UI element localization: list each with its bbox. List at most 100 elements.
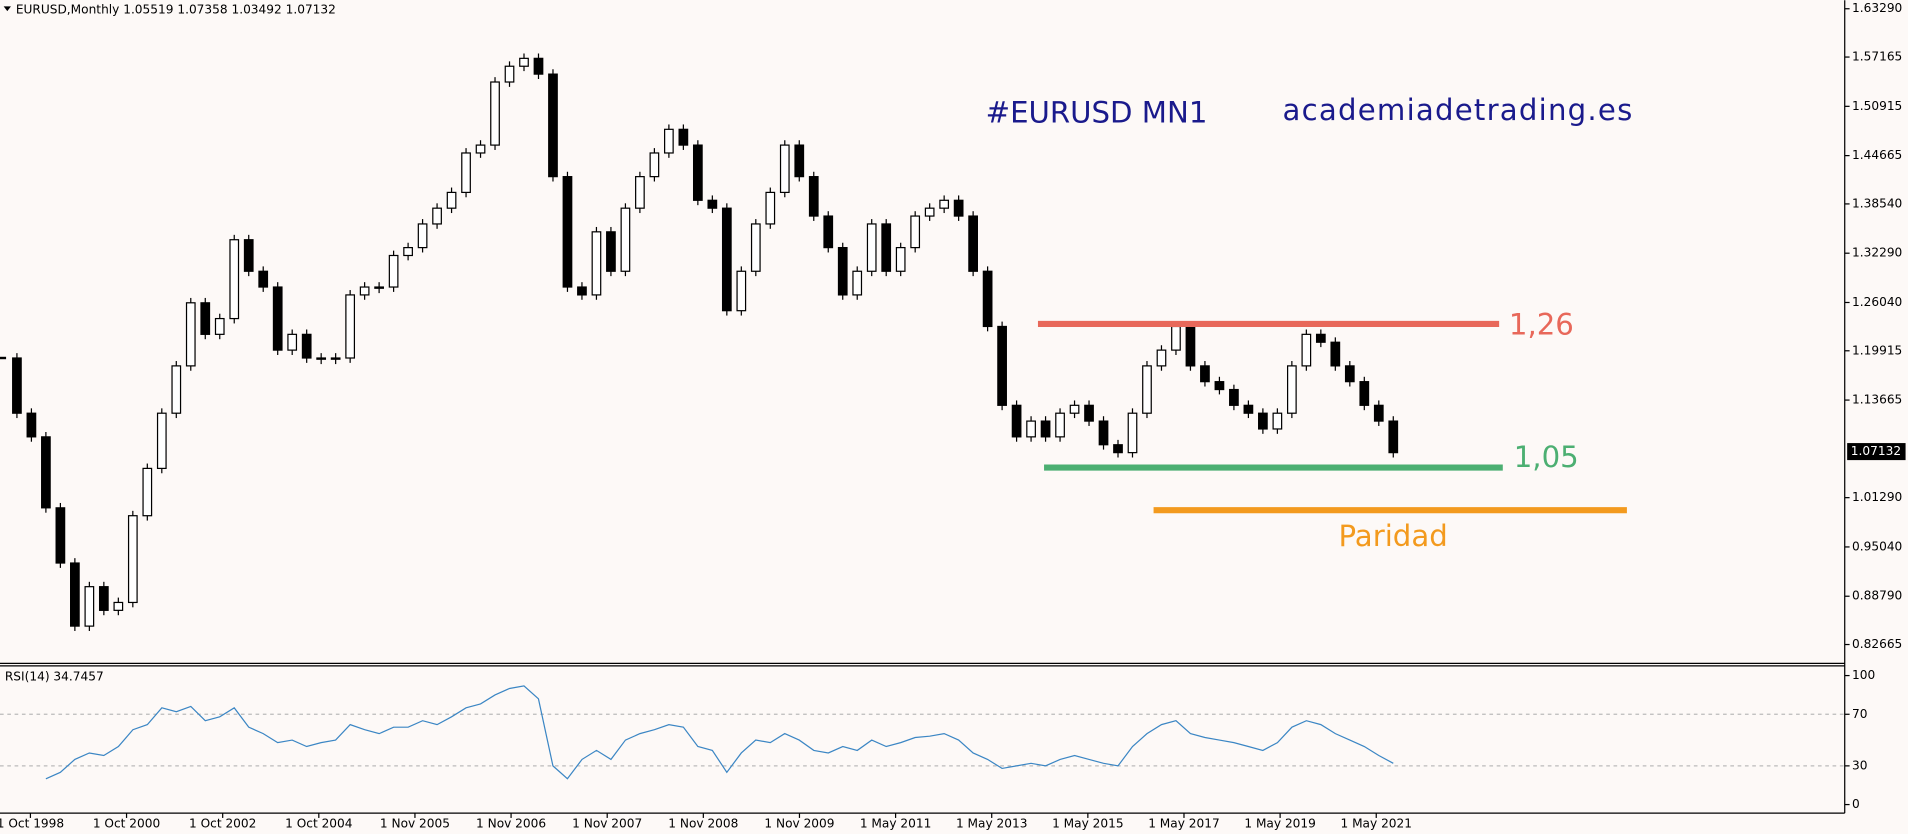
candle [1286, 365, 1297, 414]
candle [446, 191, 457, 209]
candle [26, 412, 37, 438]
candle [1113, 444, 1123, 454]
candle [142, 467, 153, 517]
candle [1084, 404, 1094, 422]
y-tick-label: 1.63290 [1852, 1, 1902, 15]
candle [1243, 404, 1254, 414]
x-tick-label: 1 Nov 2007 [572, 817, 642, 831]
level-label: Paridad [1339, 519, 1448, 553]
candle [866, 223, 877, 272]
candle [620, 207, 631, 272]
candle [1315, 333, 1326, 343]
candle [490, 81, 500, 146]
candle [533, 57, 544, 75]
candle [258, 270, 269, 288]
watermark: academiadetrading.es [1283, 93, 1634, 127]
candle [606, 231, 616, 272]
level-label: 1,05 [1514, 440, 1579, 474]
candle [664, 128, 674, 154]
menu-arrow[interactable] [3, 6, 11, 12]
candle [548, 73, 558, 178]
candle [1301, 333, 1312, 367]
candle [1171, 325, 1181, 351]
candle [229, 239, 240, 320]
x-tick-label: 1 May 2015 [1052, 817, 1124, 831]
candle [1011, 404, 1022, 438]
candle [1127, 412, 1138, 454]
candle [1156, 349, 1167, 367]
candle [823, 215, 834, 249]
candle [1026, 420, 1036, 438]
candle [272, 286, 283, 351]
rsi-label: RSI(14) 34.7457 [5, 669, 104, 683]
candle [185, 302, 196, 367]
candle [678, 128, 689, 146]
candle [939, 199, 950, 209]
rsi-tick-label: 30 [1852, 758, 1867, 772]
y-tick-label: 1.26040 [1852, 295, 1902, 309]
candle [635, 176, 645, 209]
x-tick-label: 1 Oct 1998 [0, 817, 64, 831]
candle [55, 507, 66, 564]
y-tick-label: 1.32290 [1852, 246, 1902, 260]
y-tick-label: 0.82665 [1852, 637, 1902, 651]
y-tick-label: 1.57165 [1852, 50, 1902, 64]
x-tick-label: 1 Nov 2006 [476, 817, 546, 831]
candle [1229, 388, 1239, 406]
candle [1069, 404, 1080, 414]
candle [910, 215, 921, 249]
candle [417, 223, 428, 249]
candle [577, 286, 587, 296]
candle [461, 152, 471, 194]
candle [1142, 365, 1152, 414]
candle [1214, 381, 1225, 391]
candle [1185, 325, 1196, 367]
candle [982, 270, 993, 328]
candle [1388, 420, 1399, 454]
candle [127, 515, 138, 604]
candle [374, 286, 384, 289]
candle [84, 586, 95, 627]
candle [707, 199, 718, 209]
x-tick-label: 1 May 2013 [956, 817, 1028, 831]
candle [98, 586, 109, 611]
candle [200, 302, 211, 335]
candle [156, 412, 167, 470]
candle [837, 246, 848, 296]
rsi-tick-label: 0 [1852, 797, 1860, 811]
candle [519, 57, 529, 67]
candle [750, 223, 761, 272]
level-label: 1,26 [1509, 307, 1574, 341]
candle [70, 562, 80, 627]
candle [359, 286, 370, 296]
candle [475, 144, 486, 154]
x-tick-label: 1 May 2021 [1340, 817, 1412, 831]
candle [765, 191, 776, 225]
candle [881, 223, 892, 272]
x-tick-label: 1 Oct 2004 [285, 817, 353, 831]
candle [997, 325, 1007, 406]
candle [345, 294, 356, 359]
candle [953, 199, 964, 217]
x-tick-label: 1 Oct 2002 [189, 817, 256, 831]
y-tick-label: 1.38540 [1852, 196, 1902, 210]
candle [330, 357, 341, 360]
candle [779, 144, 790, 194]
x-tick-label: 1 Nov 2009 [764, 817, 834, 831]
candle [968, 215, 978, 272]
x-tick-label: 1 May 2017 [1148, 817, 1220, 831]
y-tick-label: 1.44665 [1852, 148, 1902, 162]
y-tick-label: 0.95040 [1852, 539, 1902, 553]
candle [504, 65, 515, 83]
current-price-box [1847, 443, 1906, 461]
candle [692, 144, 703, 201]
candle [591, 231, 602, 296]
candle [1200, 365, 1210, 383]
x-tick-label: 1 Nov 2005 [380, 817, 450, 831]
y-tick-label: 1.19915 [1852, 343, 1902, 357]
candle [649, 152, 660, 178]
candle [1330, 341, 1341, 367]
header: EURUSD,Monthly 1.05519 1.07358 1.03492 1… [16, 2, 336, 16]
